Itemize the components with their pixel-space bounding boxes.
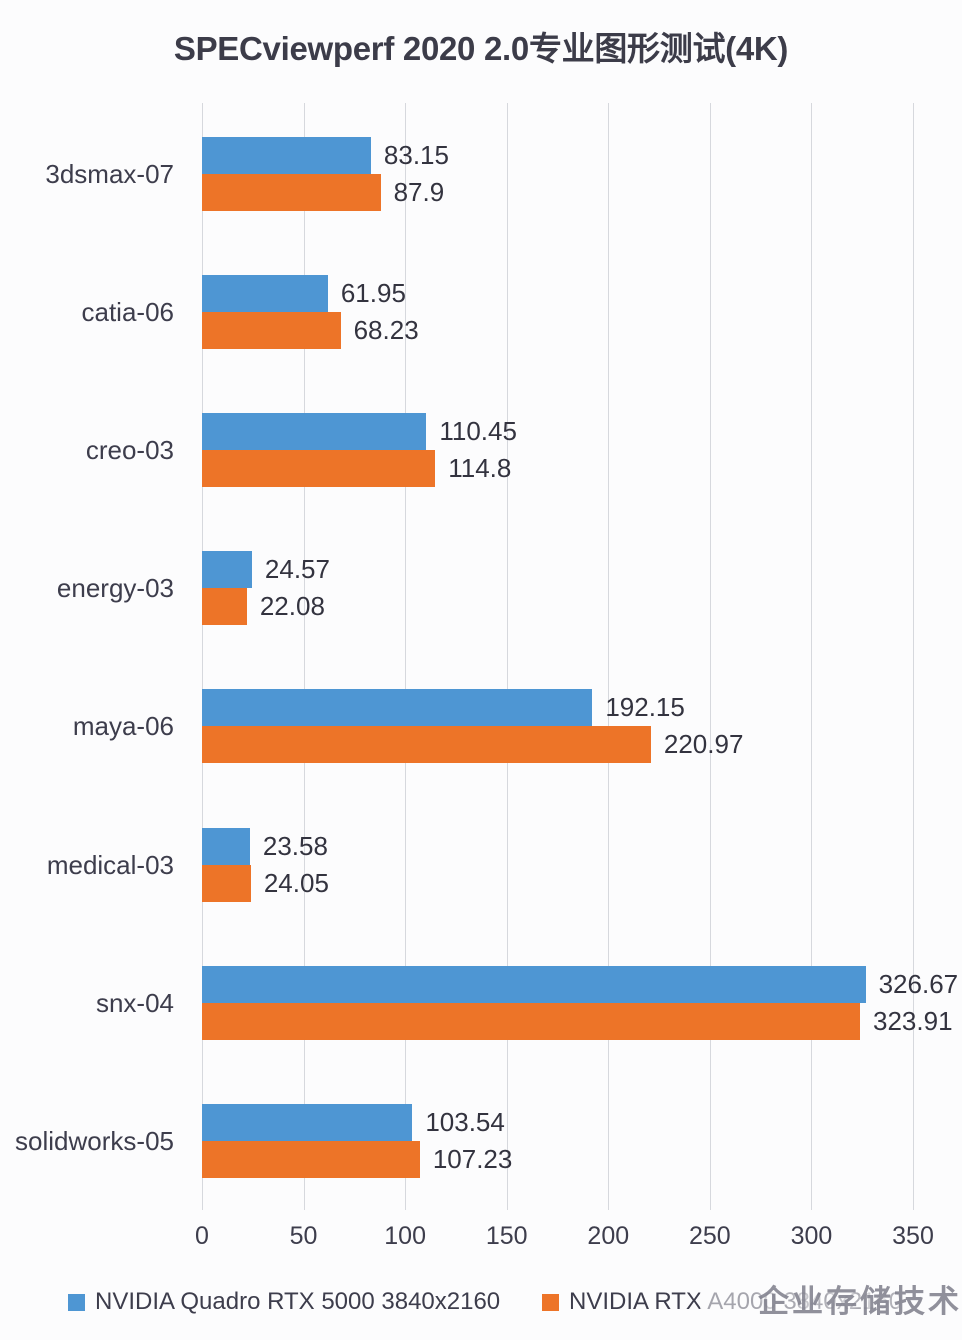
value-label-a4000-creo-03: 114.8 [448, 452, 512, 483]
gridline [608, 103, 610, 1210]
value-label-a4000-3dsmax-07: 87.9 [393, 176, 445, 207]
category-label-3dsmax-07: 3dsmax-07 [45, 158, 174, 189]
gridline [506, 103, 508, 1210]
xtick-label-50: 50 [289, 1222, 318, 1250]
category-label-energy-03: energy-03 [56, 573, 174, 604]
bar-a4000-medical-03 [202, 864, 251, 902]
gridline [913, 103, 914, 1210]
gridline [303, 103, 305, 1210]
bar-rtx5000-maya-06 [202, 689, 593, 727]
xtick-label-0: 0 [195, 1222, 209, 1250]
xtick-label-350: 350 [892, 1222, 934, 1250]
value-label-a4000-medical-03: 24.05 [263, 867, 329, 898]
legend-swatch-orange-icon [542, 1293, 559, 1311]
bar-a4000-energy-03 [202, 588, 247, 626]
value-label-rtx5000-creo-03: 110.45 [439, 415, 517, 446]
gridline [202, 103, 203, 1210]
value-label-rtx5000-medical-03: 23.58 [262, 830, 328, 861]
category-label-solidworks-05: solidworks-05 [15, 1125, 174, 1156]
bar-rtx5000-catia-06 [202, 274, 328, 312]
x-axis: 0 50 100 150 200 250 300 350 [0, 1222, 962, 1254]
bar-rtx5000-energy-03 [202, 551, 252, 589]
bar-a4000-solidworks-05 [202, 1140, 420, 1178]
value-label-a4000-solidworks-05: 107.23 [432, 1143, 513, 1174]
value-label-a4000-maya-06: 220.97 [663, 729, 744, 760]
value-label-rtx5000-snx-04: 326.67 [878, 968, 959, 999]
bar-a4000-creo-03 [202, 449, 436, 487]
plot-area: 83.15 87.9 61.95 68.23 110.45 114.8 24.57 22.08… [202, 103, 958, 1210]
bar-rtx5000-medical-03 [202, 827, 250, 865]
value-label-a4000-catia-06: 68.23 [353, 314, 419, 345]
category-label-maya-06: maya-06 [72, 711, 174, 742]
value-label-a4000-energy-03: 22.08 [259, 591, 325, 622]
bar-rtx5000-solidworks-05 [202, 1103, 413, 1141]
value-label-rtx5000-solidworks-05: 103.54 [425, 1106, 505, 1137]
gridline [405, 103, 407, 1210]
bar-a4000-snx-04 [202, 1002, 860, 1040]
bar-rtx5000-3dsmax-07 [202, 136, 371, 174]
xtick-label-200: 200 [587, 1222, 630, 1250]
category-label-creo-03: creo-03 [85, 434, 174, 465]
xtick-label-250: 250 [688, 1222, 731, 1250]
legend-label-rtx5000: NVIDIA Quadro RTX 5000 3840x2160 [95, 1288, 501, 1315]
category-label-medical-03: medical-03 [46, 849, 174, 880]
xtick-label-150: 150 [485, 1222, 528, 1250]
xtick-label-100: 100 [384, 1222, 426, 1250]
category-axis: 3dsmax-07 catia-06 creo-03 energy-03 maya-06… [0, 103, 188, 1210]
legend-item-rtx5000: NVIDIA Quadro RTX 5000 3840x2160 [68, 1284, 500, 1320]
xtick-label-300: 300 [790, 1222, 833, 1250]
bar-a4000-3dsmax-07 [202, 173, 381, 211]
watermark: 企业存储技术 [700, 1283, 962, 1323]
value-label-rtx5000-catia-06: 61.95 [340, 277, 406, 308]
value-label-rtx5000-energy-03: 24.57 [264, 554, 330, 585]
legend-swatch-blue-icon [68, 1293, 85, 1311]
gridline [811, 103, 813, 1210]
bar-a4000-catia-06 [202, 311, 341, 349]
value-label-rtx5000-maya-06: 192.15 [605, 692, 685, 723]
value-label-a4000-snx-04: 323.91 [873, 1005, 953, 1036]
chart-title: SPECviewperf 2020 2.0专业图形测试(4K) [173, 30, 789, 67]
bar-rtx5000-snx-04 [202, 965, 866, 1003]
bar-rtx5000-creo-03 [202, 412, 427, 450]
bar-a4000-maya-06 [202, 726, 651, 764]
gridline [709, 103, 711, 1210]
category-label-catia-06: catia-06 [81, 296, 175, 327]
value-label-rtx5000-3dsmax-07: 83.15 [383, 139, 449, 170]
category-label-snx-04: snx-04 [95, 987, 174, 1018]
